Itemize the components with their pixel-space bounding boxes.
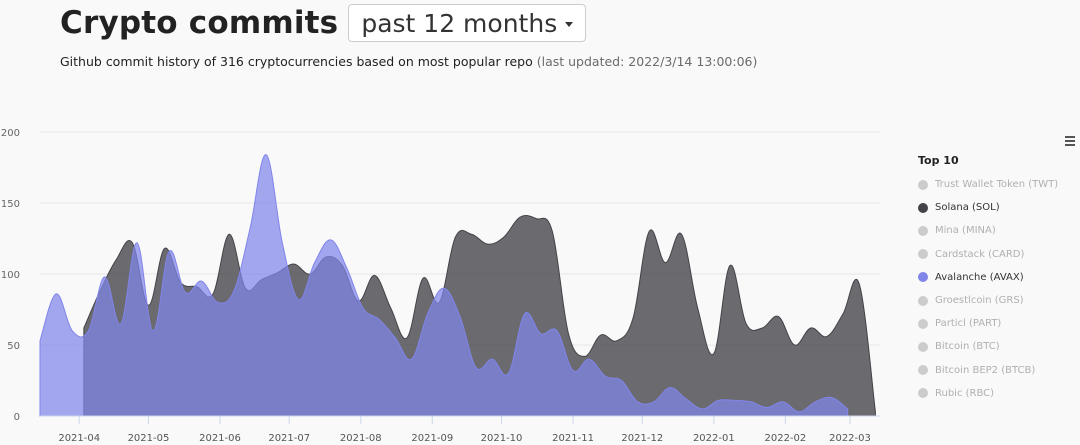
x-tick-label: 2021-04 <box>58 433 100 444</box>
legend-marker <box>918 179 928 190</box>
legend-title: Top 10 <box>918 154 959 167</box>
legend-label: Rubic (RBC) <box>935 387 995 399</box>
legend-marker <box>918 249 928 260</box>
y-tick-label: 150 <box>1 199 20 210</box>
x-tick-label: 2021-11 <box>552 433 594 444</box>
page-subtitle: Github commit history of 316 cryptocurre… <box>60 54 757 69</box>
time-range-label: past 12 months <box>361 8 558 38</box>
legend-marker <box>918 388 928 399</box>
legend-item[interactable]: Mina (MINA) <box>918 219 1058 242</box>
legend-item[interactable]: Bitcoin BEP2 (BTCB) <box>918 359 1058 382</box>
y-tick-label: 50 <box>7 341 20 352</box>
caret-down-icon <box>565 21 574 27</box>
legend-label: Bitcoin (BTC) <box>935 341 1000 353</box>
legend-item[interactable]: Particl (PART) <box>918 312 1058 335</box>
legend-item[interactable]: Solana (SOL) <box>918 196 1058 219</box>
x-tick-label: 2022-01 <box>693 433 735 444</box>
legend-marker <box>918 365 928 376</box>
legend-item[interactable]: Bitcoin (BTC) <box>918 335 1058 358</box>
legend-marker <box>918 341 928 352</box>
x-tick-label: 2021-08 <box>340 433 382 444</box>
legend-item[interactable]: Rubic (RBC) <box>918 382 1058 405</box>
legend-label: Avalanche (AVAX) <box>935 271 1024 283</box>
page-title: Crypto commits <box>60 5 339 41</box>
legend-label: Cardstack (CARD) <box>935 248 1025 260</box>
title-row: Crypto commits past 12 months <box>60 4 757 42</box>
x-tick-label: 2022-03 <box>829 433 871 444</box>
legend-item[interactable]: Trust Wallet Token (TWT) <box>918 173 1058 196</box>
legend-item[interactable]: Groestlcoin (GRS) <box>918 289 1058 312</box>
legend-label: Particl (PART) <box>935 318 1002 330</box>
x-tick-label: 2021-09 <box>411 433 453 444</box>
y-tick-label: 0 <box>14 412 20 423</box>
legend-marker <box>918 272 928 283</box>
legend-marker <box>918 318 928 329</box>
y-tick-label: 200 <box>1 128 20 139</box>
legend-label: Trust Wallet Token (TWT) <box>935 179 1059 191</box>
header: Crypto commits past 12 months Github com… <box>60 4 757 69</box>
legend: Top 10 Trust Wallet Token (TWT) Solana (S… <box>918 154 1058 405</box>
x-tick-label: 2021-06 <box>199 433 241 444</box>
x-tick-label: 2021-07 <box>268 433 310 444</box>
legend-marker <box>918 225 928 236</box>
chart-menu-icon[interactable] <box>1065 136 1075 148</box>
legend-items: Trust Wallet Token (TWT) Solana (SOL) Mina… <box>918 173 1058 405</box>
legend-label: Bitcoin BEP2 (BTCB) <box>935 364 1036 376</box>
legend-marker <box>918 295 928 306</box>
x-tick-label: 2021-12 <box>621 433 663 444</box>
time-range-dropdown[interactable]: past 12 months <box>348 4 587 42</box>
x-tick-label: 2021-10 <box>481 433 523 444</box>
legend-label: Groestlcoin (GRS) <box>935 295 1024 307</box>
legend-label: Solana (SOL) <box>935 202 1000 214</box>
x-tick-label: 2022-02 <box>764 433 806 444</box>
avalanche-area <box>39 154 849 417</box>
last-updated: (last updated: 2022/3/14 13:00:06) <box>536 54 758 69</box>
legend-item[interactable]: Cardstack (CARD) <box>918 243 1058 266</box>
legend-marker <box>918 202 928 213</box>
y-tick-label: 100 <box>1 270 20 281</box>
x-tick-label: 2021-05 <box>128 433 170 444</box>
subtitle-description: Github commit history of 316 cryptocurre… <box>60 54 533 69</box>
legend-label: Mina (MINA) <box>935 225 996 237</box>
legend-item[interactable]: Avalanche (AVAX) <box>918 266 1058 289</box>
